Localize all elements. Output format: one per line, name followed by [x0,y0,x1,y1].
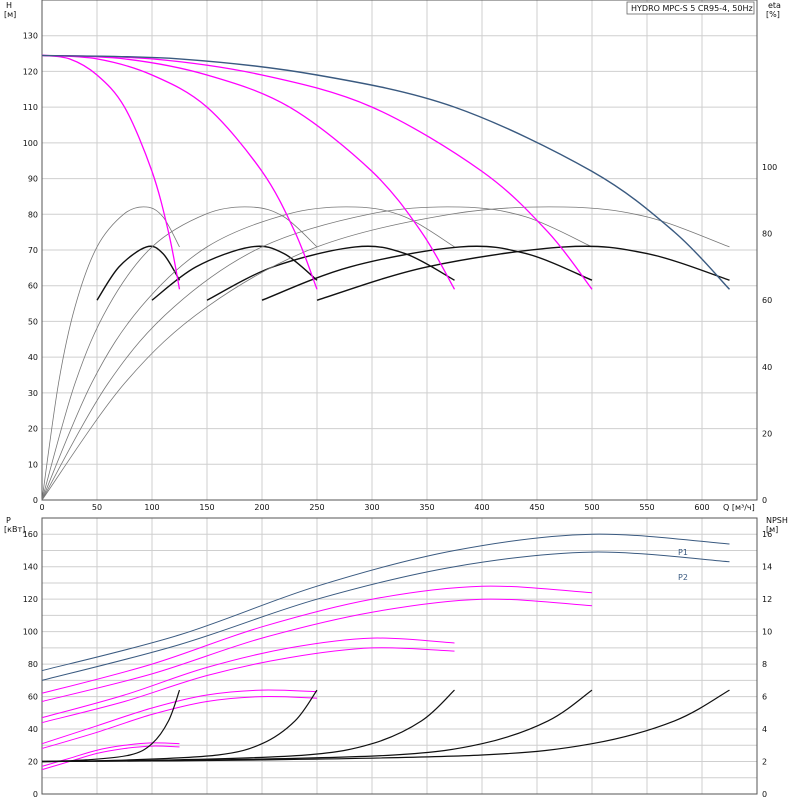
efficiency-curve-thick [96,245,181,301]
efficiency-curve [41,206,318,501]
npsh-tick-label: 16 [762,530,772,539]
power-tick-label: 120 [23,595,38,604]
efficiency-curve-thick [316,245,730,301]
x-tick-label: 150 [199,503,214,512]
efficiency-curve [41,206,730,501]
power-curve-pump [41,742,180,767]
x-tick-label: 450 [529,503,544,512]
power-curve-pump [41,637,455,719]
head-curves [41,54,731,501]
head-tick-label: 110 [23,103,38,112]
head-axis-label: H [6,1,12,10]
head-curve-pump [41,54,181,290]
eta-tick-label: 80 [762,230,772,239]
eta-tick-label: 40 [762,363,772,372]
x-tick-label: 600 [694,503,709,512]
npsh-tick-label: 6 [762,693,767,702]
power-curve-pump [41,647,455,724]
eta-tick-label: 100 [762,163,777,172]
power-curve-pump [41,598,593,702]
eta-tick-label: 60 [762,296,772,305]
x-tick-label: 500 [584,503,599,512]
npsh-axis-label: NPSH [766,516,788,525]
power-curve-pump [41,689,318,745]
head-tick-label: 60 [28,282,38,291]
power-axis-label: P [6,516,11,525]
npsh-tick-label: 12 [762,595,772,604]
efficiency-curve [41,206,593,501]
power-tick-label: 20 [28,758,38,767]
power-chart-frame [41,517,758,795]
power-tick-label: 100 [23,628,38,637]
head-tick-label: 40 [28,353,38,362]
x-tick-label: 400 [474,503,489,512]
head-tick-label: 100 [23,139,38,148]
power-tick-label: 40 [28,725,38,734]
series-label-p1: P1 [678,548,688,557]
flow-axis-label: Q [м³/ч] [723,503,755,512]
head-chart-frame [41,0,758,501]
x-tick-label: 250 [309,503,324,512]
head-curve-pump [41,54,593,290]
power-tick-label: 60 [28,693,38,702]
power-chart-grid [42,518,757,794]
axis-ticks: 0 50 100 150 200 250 300 350 400 450 500 550 6000102… [23,32,778,799]
power-curve-pump [41,745,180,771]
eta-axis-unit: [%] [766,10,780,19]
npsh-tick-label: 8 [762,660,767,669]
x-tick-label: 0 [39,503,44,512]
head-axis-unit: [м] [4,10,16,19]
x-tick-label: 300 [364,503,379,512]
efficiency-curve-thick [261,245,593,301]
power-axis-unit: [кВт] [4,525,25,534]
efficiency-curve [41,206,180,501]
x-tick-label: 200 [254,503,269,512]
npsh-curve [41,689,181,763]
power-curve-pump [41,585,593,694]
power-tick-label: 0 [33,790,38,799]
eta-tick-label: 20 [762,429,772,438]
head-tick-label: 30 [28,389,38,398]
x-tick-label: 50 [92,503,102,512]
power-curve-total [41,551,730,681]
power-curves [41,533,730,771]
x-tick-label: 350 [419,503,434,512]
head-curve-pump [41,54,318,290]
head-tick-label: 10 [28,460,38,469]
npsh-tick-label: 2 [762,758,767,767]
npsh-tick-label: 0 [762,790,767,799]
power-tick-label: 80 [28,660,38,669]
npsh-tick-label: 4 [762,725,767,734]
npsh-tick-label: 14 [762,563,772,572]
npsh-curve [41,689,730,763]
head-tick-label: 120 [23,67,38,76]
chart-title: HYDRO MPC-S 5 CR95-4, 50Hz [631,4,753,13]
head-tick-label: 80 [28,210,38,219]
head-tick-label: 50 [28,317,38,326]
power-tick-label: 160 [23,530,38,539]
title-box [626,1,755,15]
head-chart-grid [42,0,757,500]
power-curve-total [41,533,730,672]
npsh-tick-label: 10 [762,628,772,637]
head-curve-pump [41,54,456,290]
head-tick-label: 130 [23,32,38,41]
efficiency-curve-thick [151,245,318,301]
head-tick-label: 70 [28,246,38,255]
eta-axis-label: eta [768,1,781,10]
power-curve-pump [41,695,318,749]
efficiency-curve-thick [206,245,455,301]
x-tick-label: 100 [144,503,159,512]
head-curve-total [41,54,731,290]
power-tick-label: 140 [23,563,38,572]
x-tick-label: 550 [639,503,654,512]
eta-tick-label: 0 [762,496,767,505]
head-tick-label: 20 [28,425,38,434]
head-tick-label: 0 [33,496,38,505]
npsh-axis-unit: [м] [766,525,778,534]
head-tick-label: 90 [28,175,38,184]
series-label-p2: P2 [678,573,688,582]
efficiency-curve [41,206,455,501]
